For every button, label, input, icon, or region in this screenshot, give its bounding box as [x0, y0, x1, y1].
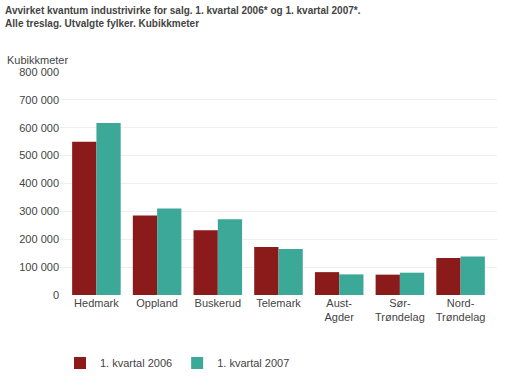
svg-text:700 000: 700 000 — [19, 94, 59, 106]
svg-text:600 000: 600 000 — [19, 122, 59, 134]
svg-text:Aust-Agder: Aust-Agder — [325, 297, 355, 323]
svg-text:Sør-Trøndelag: Sør-Trøndelag — [375, 297, 425, 323]
svg-text:400 000: 400 000 — [19, 177, 59, 189]
svg-text:Nord-Trøndelag: Nord-Trøndelag — [436, 297, 486, 323]
svg-text:1. kvartal 2006: 1. kvartal 2006 — [100, 357, 172, 369]
svg-text:Hedmark: Hedmark — [74, 297, 119, 309]
svg-text:Buskerud: Buskerud — [195, 297, 241, 309]
svg-text:Kubikkmeter: Kubikkmeter — [7, 54, 68, 66]
svg-text:500 000: 500 000 — [19, 149, 59, 161]
svg-text:300 000: 300 000 — [19, 205, 59, 217]
svg-text:800 000: 800 000 — [19, 66, 59, 78]
svg-text:200 000: 200 000 — [19, 233, 59, 245]
svg-text:1. kvartal 2007: 1. kvartal 2007 — [217, 357, 289, 369]
svg-text:Avvirket kvantum industrivirke: Avvirket kvantum industrivirke for salg.… — [5, 5, 361, 29]
svg-text:Telemark: Telemark — [256, 297, 301, 309]
svg-text:100 000: 100 000 — [19, 261, 59, 273]
svg-text:Oppland: Oppland — [136, 297, 178, 309]
svg-text:0: 0 — [53, 289, 59, 301]
